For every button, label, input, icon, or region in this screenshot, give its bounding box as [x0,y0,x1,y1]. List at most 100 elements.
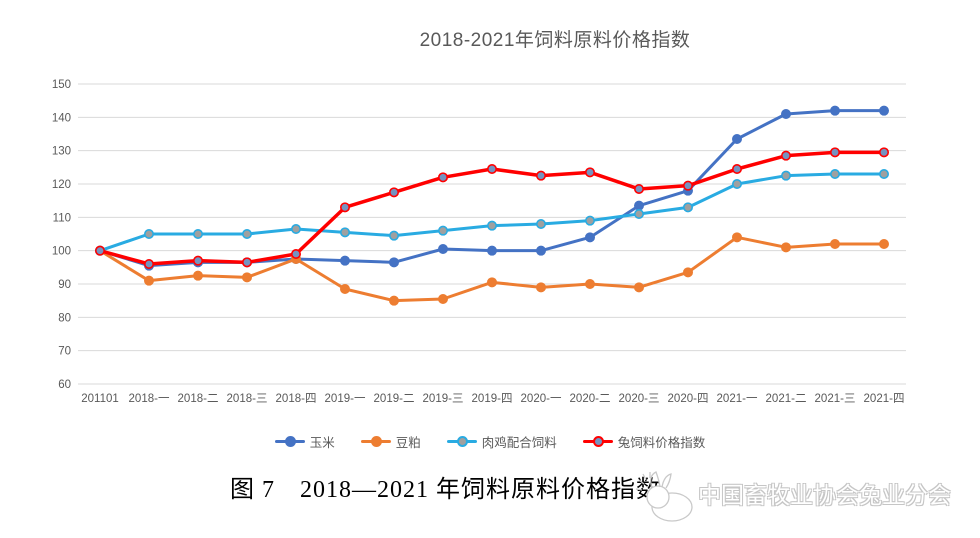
y-tick-label: 100 [52,246,71,258]
series-2-marker [339,227,350,238]
series-2-marker [486,220,497,231]
legend-marker-rabbit-feed-index-icon [582,436,613,447]
x-tick-label: 2020-四 [668,393,709,405]
series-2-marker [290,224,301,235]
y-tick-label: 150 [52,79,71,91]
y-tick-label: 110 [53,212,71,224]
series-2-marker [535,219,546,230]
x-tick-label: 2019-二 [374,393,415,405]
x-tick-label: 2019-三 [423,393,464,405]
legend-label-rabbit-feed-index: 兔饲料价格指数 [617,436,706,450]
series-1-marker [584,278,595,289]
series-3-marker [388,187,399,198]
series-0-marker [535,245,546,256]
series-0-marker [878,105,889,116]
series-3-marker [486,164,497,175]
y-tick-label: 120 [52,179,71,191]
series-1-marker [242,272,253,283]
legend-item-corn: 玉米 [274,432,335,451]
series-3-marker [193,255,204,266]
series-2-marker [780,170,791,181]
series-0-marker [437,244,448,255]
watermark: 中国畜牧业协会兔业分会 [636,464,951,526]
series-2-marker [242,229,253,240]
series-1-marker [682,267,693,278]
series-3-marker [339,202,350,213]
x-tick-label: 2019-一 [325,393,366,405]
series-1-marker [437,293,448,304]
x-tick-label: 2019-四 [472,393,513,405]
series-1-marker [339,283,350,294]
series-3-marker [242,257,253,268]
series-3-marker [144,258,155,269]
legend-item-broiler-feed: 肉鸡配合饲料 [446,432,557,451]
legend-item-soybean-meal: 豆粕 [360,432,421,451]
series-2-marker [584,215,595,226]
figure-caption: 图 7 2018—2021 年饲料原料价格指数 [230,477,661,503]
series-2-marker [193,229,204,240]
series-0-marker [633,200,644,211]
x-tick-label: 201101 [81,393,119,405]
x-tick-label: 2020-三 [619,393,660,405]
series-0-marker [339,255,350,266]
series-0-marker [731,134,742,145]
series-0-marker [829,105,840,116]
series-3-marker [682,180,693,191]
y-tick-label: 60 [58,379,71,391]
series-2-marker [144,229,155,240]
series-0-marker [486,245,497,256]
legend-item-rabbit-feed-index: 兔饲料价格指数 [582,432,706,451]
series-2-marker [388,230,399,241]
series-1-marker [388,295,399,306]
series-2-marker [682,202,693,213]
series-0-marker [584,232,595,243]
series-1-marker [829,239,840,250]
legend-label-broiler-feed: 肉鸡配合饲料 [481,436,557,450]
y-tick-label: 80 [58,312,71,324]
series-0-marker [780,109,791,120]
series-3-marker [780,150,791,161]
x-tick-label: 2021-三 [815,393,856,405]
series-2-marker [829,169,840,180]
series-3-marker [731,164,742,175]
series-3-marker [878,147,889,158]
series-1-marker [780,242,791,253]
series-1-marker [193,270,204,281]
legend-marker-broiler-feed-icon [446,436,477,447]
series-3-marker [437,172,448,183]
series-line-2 [99,172,884,253]
x-tick-label: 2021-一 [717,393,758,405]
series-2-marker [731,179,742,190]
series-0-marker [388,257,399,268]
series-1-marker [535,282,546,293]
x-tick-label: 2018-一 [129,393,170,405]
series-3-marker [584,167,595,178]
series-3-marker [633,184,644,195]
y-tick-label: 70 [58,346,71,358]
series-1-marker [731,232,742,243]
series-3-marker [95,245,106,256]
series-3-marker [535,170,546,181]
chart-legend: 玉米 豆粕 肉鸡配合饲料 兔饲料价格指数 [0,432,980,451]
x-tick-label: 2018-二 [178,393,219,405]
legend-label-soybean-meal: 豆粕 [395,436,421,450]
x-tick-label: 2020-二 [570,393,611,405]
series-1-marker [633,282,644,293]
rabbit-logo-icon [636,471,693,522]
x-tick-label: 2018-四 [276,393,317,405]
y-tick-label: 130 [52,146,71,158]
legend-label-corn: 玉米 [309,436,335,450]
watermark-text: 中国畜牧业协会兔业分会 [698,482,951,508]
x-tick-label: 2018-三 [227,393,268,405]
x-tick-label: 2021-四 [864,393,905,405]
y-tick-label: 140 [52,112,71,124]
series-2-marker [878,169,889,180]
plot-area: 60 70 80 90 100 110 120 130 140 150 201101 2018-一 20… [52,79,906,405]
series-3-marker [829,147,840,158]
x-tick-label: 2020-一 [521,393,562,405]
series-1-marker [878,239,889,250]
legend-marker-corn-icon [274,436,305,447]
series-1-marker [144,275,155,286]
series-2-marker [437,225,448,236]
